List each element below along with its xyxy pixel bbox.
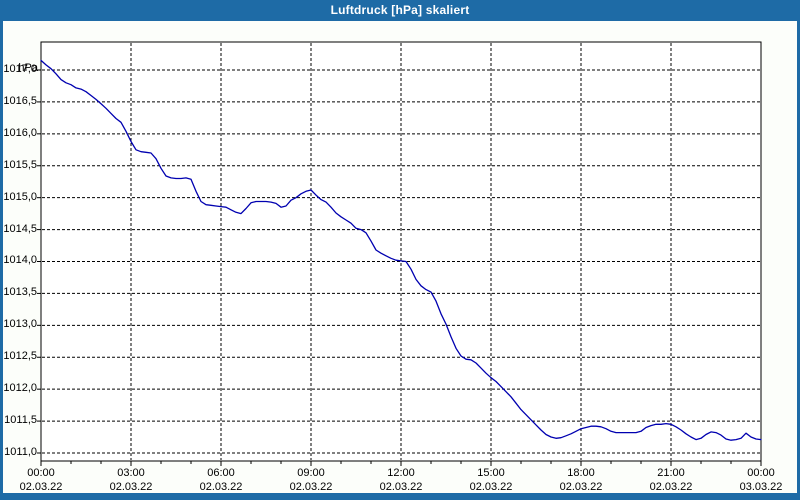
window-title: Luftdruck [hPa] skaliert <box>330 3 470 17</box>
y-axis-label: 1013,5 <box>3 286 37 299</box>
x-axis-time-label: 09:00 <box>297 467 325 479</box>
window-frame-left <box>0 21 3 500</box>
y-axis-label: 1011,5 <box>4 414 37 427</box>
x-axis-time-label: 21:00 <box>657 467 685 479</box>
x-axis-date-label: 02.03.22 <box>469 481 513 493</box>
x-axis-date-label: 02.03.22 <box>19 481 63 493</box>
y-axis-label: 1016,5 <box>3 94 37 107</box>
window-frame-right <box>797 21 800 500</box>
pressure-line <box>40 59 762 441</box>
x-axis-time-label: 12:00 <box>387 467 415 479</box>
x-axis-date-label: 02.03.22 <box>109 481 153 493</box>
x-axis-date-label: 02.03.22 <box>379 481 423 493</box>
window-titlebar[interactable]: Luftdruck [hPa] skaliert <box>0 0 800 21</box>
y-axis-label: 1015,5 <box>3 158 37 171</box>
y-axis-label: 1014,0 <box>3 254 37 267</box>
y-axis-label: 1015,0 <box>3 190 37 203</box>
window-frame-bottom <box>0 493 800 500</box>
y-axis-label: 1011,0 <box>4 445 37 458</box>
x-axis-time-label: 03:00 <box>117 467 145 479</box>
x-axis-date-label: 02.03.22 <box>649 481 693 493</box>
x-axis-time-label: 00:00 <box>747 467 775 479</box>
x-axis-date-label: 02.03.22 <box>559 481 603 493</box>
plot-area <box>40 41 762 462</box>
x-axis-time-label: 15:00 <box>477 467 505 479</box>
y-axis-label: 1013,0 <box>3 318 37 331</box>
x-axis-date-label: 02.03.22 <box>289 481 333 493</box>
x-axis-date-label: 02.03.22 <box>199 481 243 493</box>
y-axis-unit-label: hPa <box>18 62 38 74</box>
chart-area: hPa 1017,0 1016,5 1016,0 1015,5 1015,0 1014,5… <box>0 21 800 493</box>
x-axis-time-label: 18:00 <box>567 467 595 479</box>
y-axis-label: 1017,0 <box>3 63 37 75</box>
y-axis-label: 1012,0 <box>3 382 37 395</box>
x-axis-time-label: 00:00 <box>27 467 55 479</box>
y-axis-label: 1012,5 <box>3 350 37 363</box>
x-axis-date-label: 03.03.22 <box>739 481 783 493</box>
chart-canvas <box>37 41 762 466</box>
y-axis-label: 1016,0 <box>3 126 37 139</box>
x-axis-time-label: 06:00 <box>207 467 235 479</box>
y-axis-label: 1014,5 <box>3 222 37 235</box>
